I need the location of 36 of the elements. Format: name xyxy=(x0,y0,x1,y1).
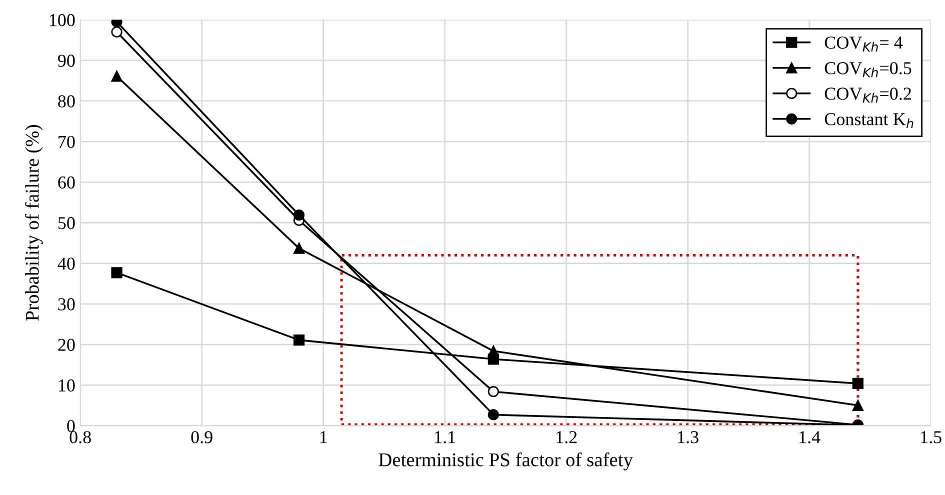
x-tick-label: 1 xyxy=(320,431,327,444)
y-tick-label: 100 xyxy=(50,14,75,26)
y-axis-title: Probability of failure (%) xyxy=(24,125,43,321)
point xyxy=(111,70,122,82)
y-tick-label: 30 xyxy=(58,298,75,310)
legend-label: COV$_{Kh}$=0.5 xyxy=(824,62,912,78)
legend-label: COV$_{Kh}$= 4 xyxy=(824,36,903,52)
x-tick-label: 1.1 xyxy=(435,431,456,444)
y-tick-label: 0 xyxy=(67,420,75,432)
x-tick-label: 0.8 xyxy=(70,431,91,444)
point xyxy=(111,26,122,38)
x-tick-label: 0.9 xyxy=(191,431,212,444)
legend-label: Constant K$_{h}$ xyxy=(824,113,914,128)
point xyxy=(293,242,305,254)
x-tick-label: 1.5 xyxy=(921,431,942,444)
point xyxy=(488,345,499,357)
point xyxy=(293,334,305,346)
point xyxy=(852,400,864,411)
y-tick-label: 80 xyxy=(58,95,75,108)
point xyxy=(488,409,499,420)
y-tick-label: 10 xyxy=(58,379,75,392)
y-tick-label: 40 xyxy=(58,258,75,270)
x-tick-label: 1.3 xyxy=(678,431,698,444)
y-tick-label: 90 xyxy=(58,54,75,67)
x-tick-label: 1.4 xyxy=(800,431,820,444)
x-tick-label: 1.2 xyxy=(556,431,577,444)
y-tick-label: 60 xyxy=(58,176,75,189)
point xyxy=(111,267,122,278)
legend-label: COV$_{Kh}$=0.2 xyxy=(824,88,911,103)
point xyxy=(852,378,864,390)
x-axis-title: Deterministic PS factor of safety xyxy=(378,452,633,470)
point xyxy=(293,209,305,221)
point xyxy=(488,386,499,398)
y-tick-label: 70 xyxy=(58,136,75,148)
y-tick-label: 50 xyxy=(58,217,75,230)
y-tick-label: 20 xyxy=(58,338,75,351)
